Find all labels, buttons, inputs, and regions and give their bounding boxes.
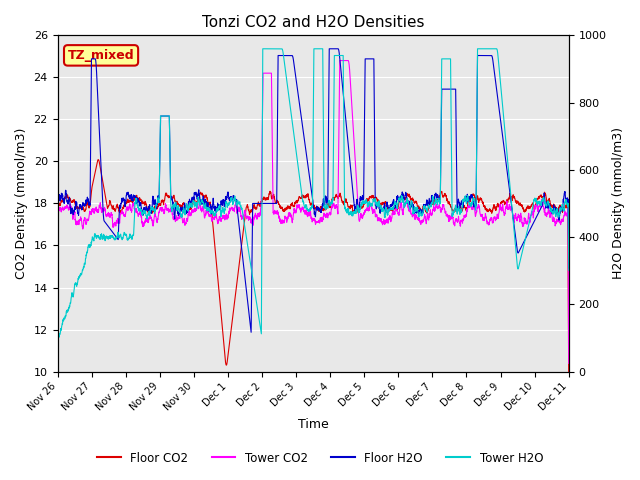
X-axis label: Time: Time	[298, 419, 328, 432]
Text: TZ_mixed: TZ_mixed	[68, 49, 134, 62]
Title: Tonzi CO2 and H2O Densities: Tonzi CO2 and H2O Densities	[202, 15, 424, 30]
Legend: Floor CO2, Tower CO2, Floor H2O, Tower H2O: Floor CO2, Tower CO2, Floor H2O, Tower H…	[92, 447, 548, 469]
Y-axis label: H2O Density (mmol/m3): H2O Density (mmol/m3)	[612, 128, 625, 279]
Y-axis label: CO2 Density (mmol/m3): CO2 Density (mmol/m3)	[15, 128, 28, 279]
